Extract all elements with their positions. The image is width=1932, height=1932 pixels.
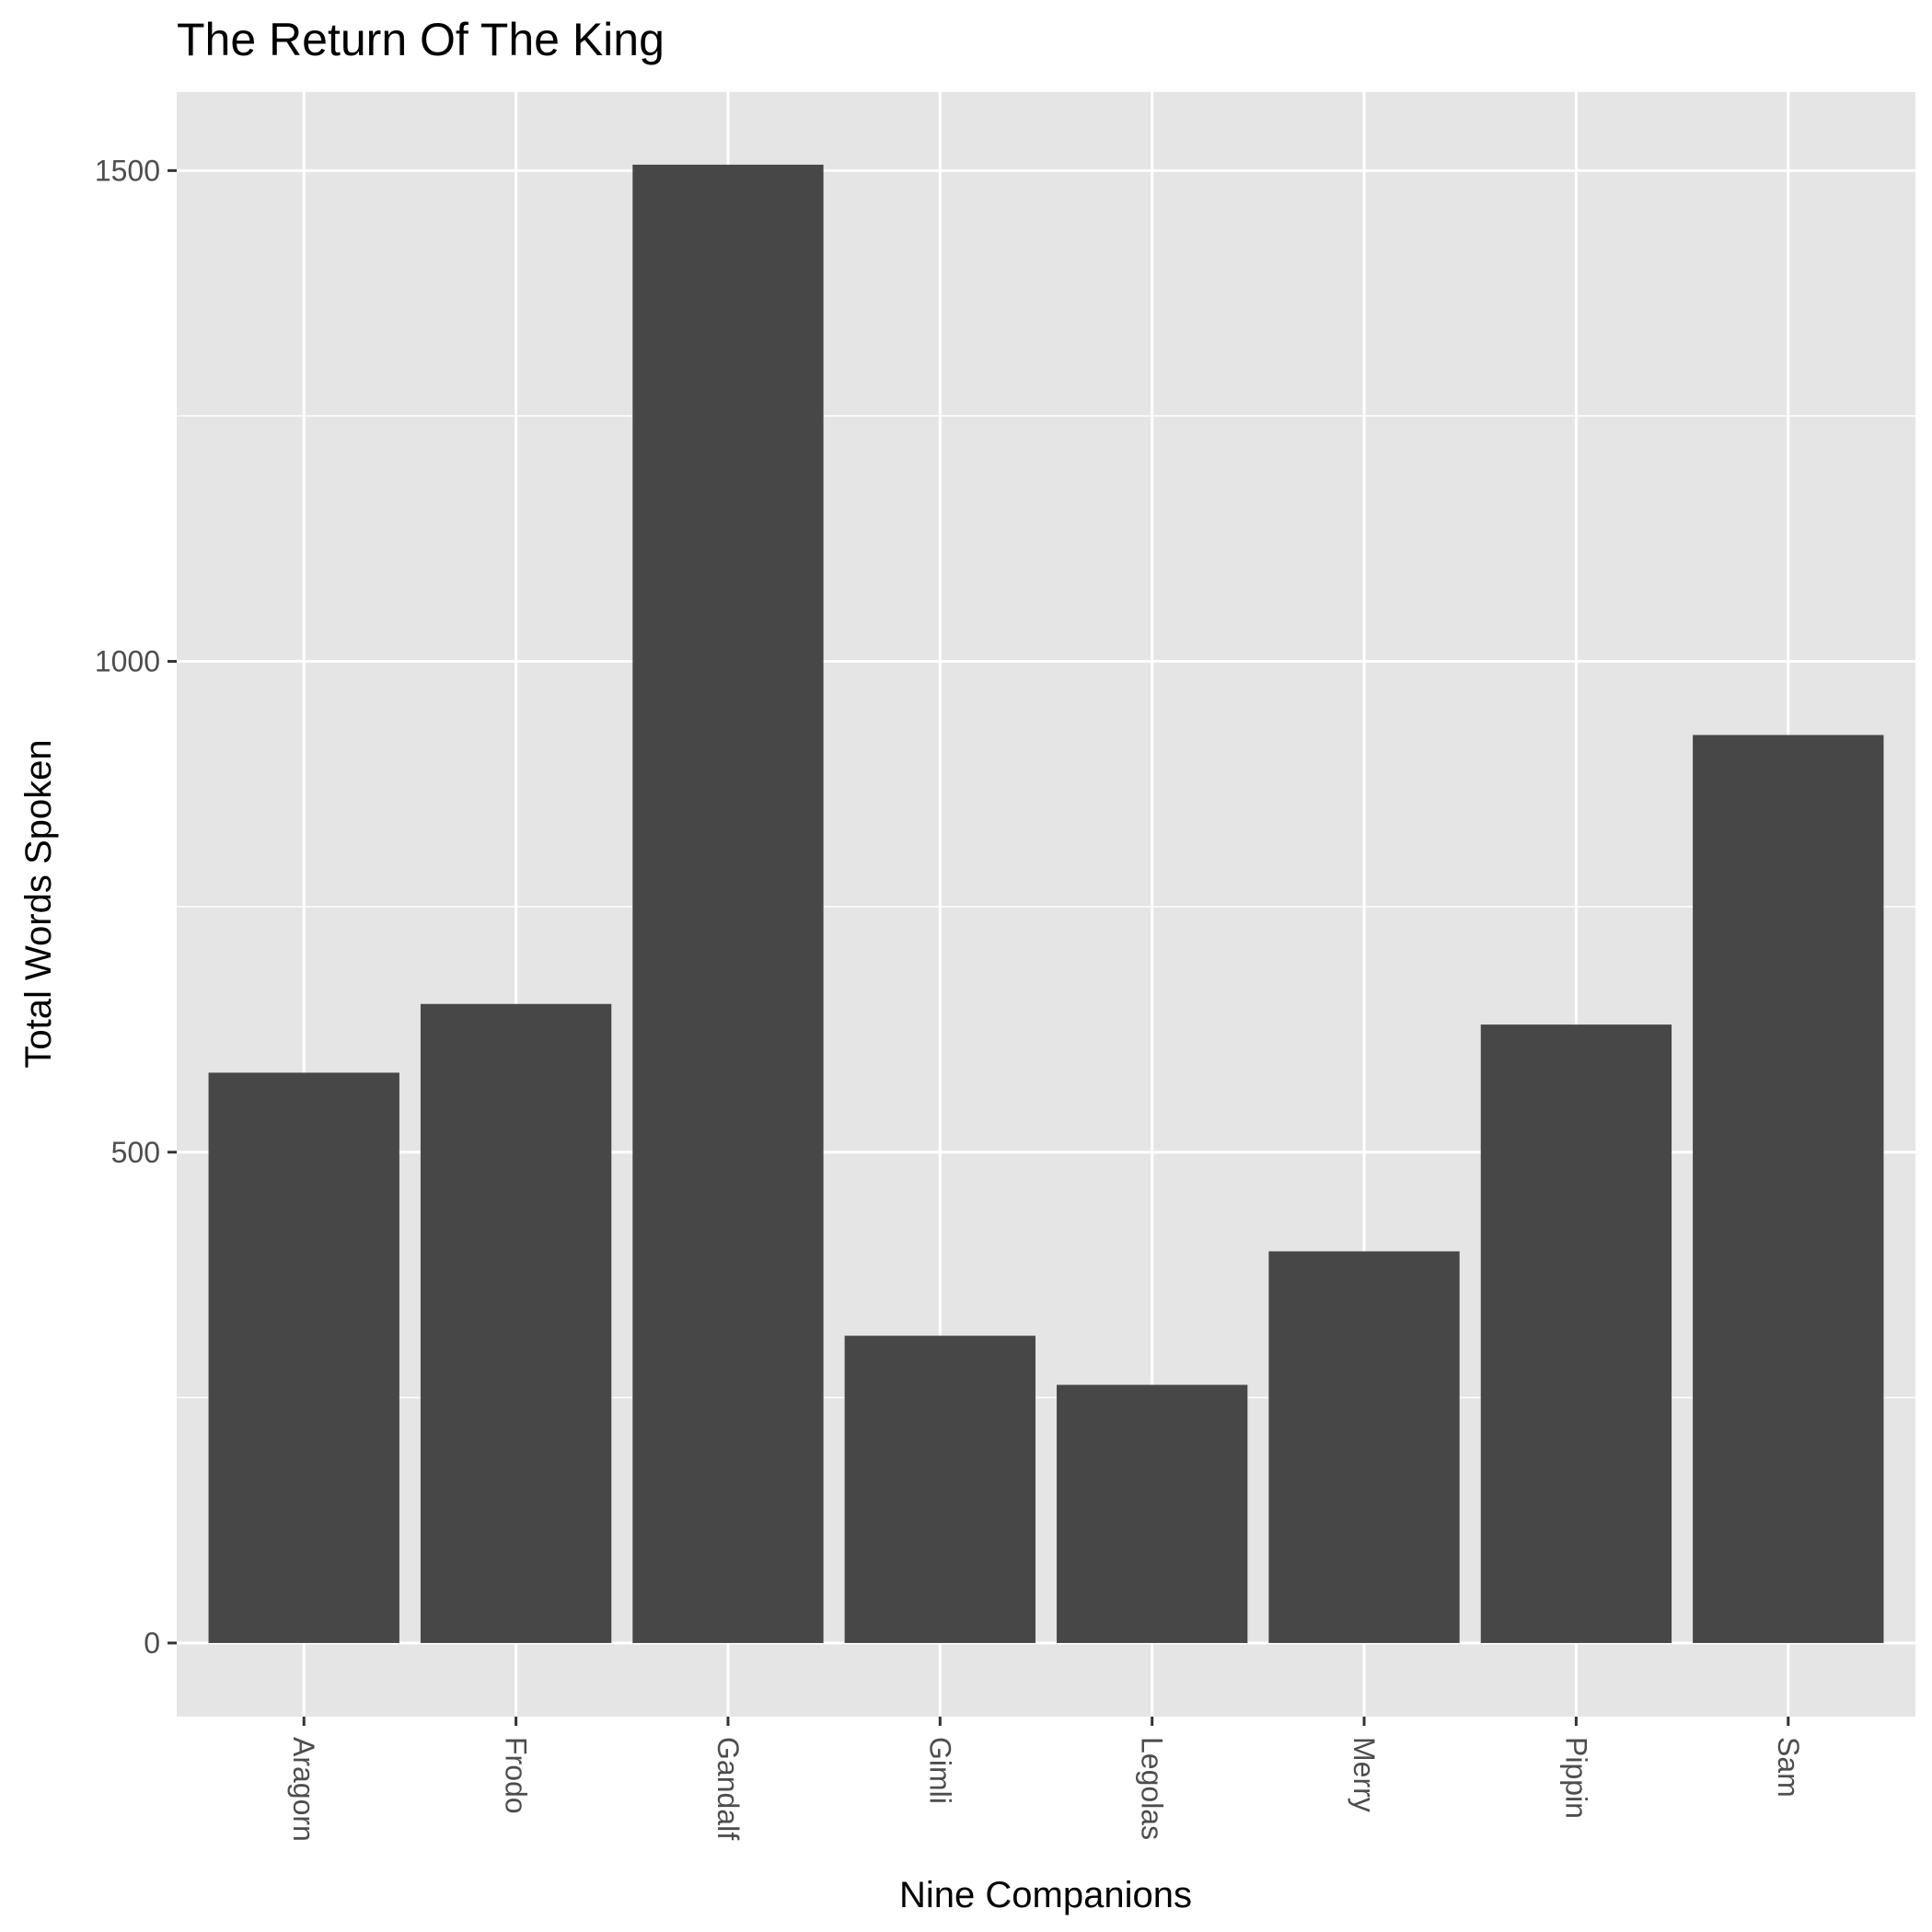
x-tick-label-gandalf: Gandalf (711, 1737, 745, 1840)
bar-legolas (1057, 1384, 1248, 1644)
chart-title: The Return Of The King (177, 14, 665, 65)
bar-gandalf (632, 164, 824, 1644)
x-tick-label-sam: Sam (1772, 1737, 1805, 1798)
bar-aragorn (208, 1072, 399, 1644)
y-tick-label: 1500 (95, 154, 160, 187)
x-tick-label-legolas: Legolas (1136, 1737, 1169, 1840)
bars (208, 164, 1884, 1644)
x-tick-label-merry: Merry (1348, 1737, 1381, 1812)
x-axis-title: Nine Companions (899, 1875, 1192, 1915)
x-tick-label-aragorn: Aragorn (287, 1737, 320, 1842)
y-tick-label: 0 (144, 1626, 160, 1660)
x-axis-ticks: Aragorn Frodo Gandalf Gimli Legolas Merry Pipp… (287, 1717, 1805, 1842)
y-tick-label: 500 (111, 1136, 160, 1169)
x-tick-label-pippin: Pippin (1559, 1737, 1592, 1819)
bar-sam (1693, 735, 1884, 1644)
y-axis-title: Total Words Spoken (18, 739, 59, 1068)
x-tick-label-frodo: Frodo (500, 1737, 533, 1814)
bar-pippin (1480, 1024, 1672, 1644)
x-tick-label-gimli: Gimli (923, 1737, 956, 1804)
bar-gimli (844, 1336, 1035, 1644)
y-tick-label: 1000 (95, 645, 160, 678)
y-axis-ticks: 0 500 1000 1500 (95, 154, 177, 1660)
bar-merry (1268, 1251, 1460, 1644)
bar-frodo (420, 1003, 612, 1644)
